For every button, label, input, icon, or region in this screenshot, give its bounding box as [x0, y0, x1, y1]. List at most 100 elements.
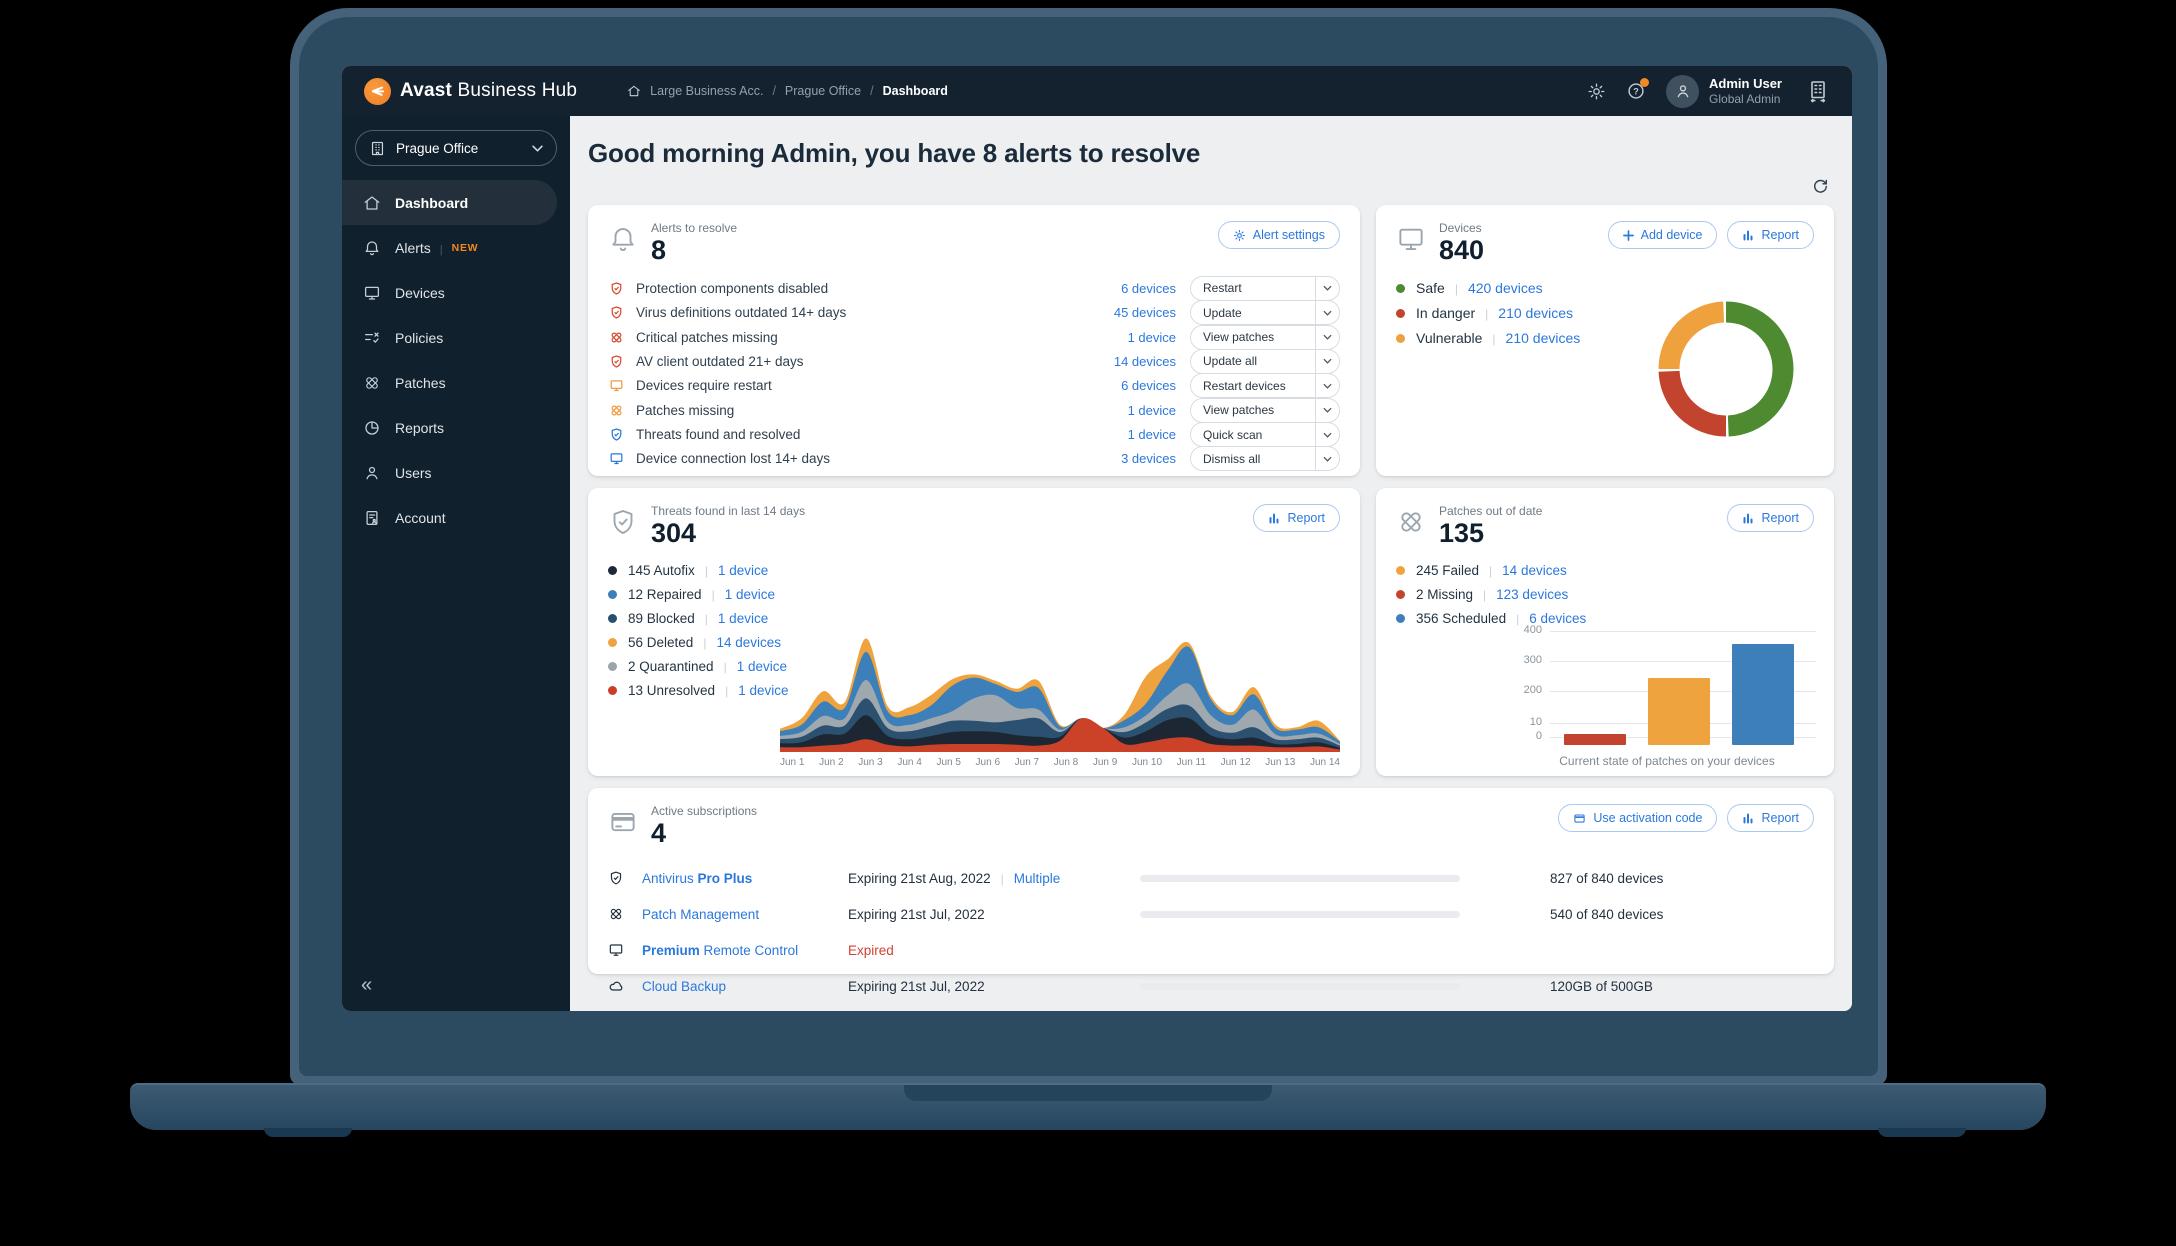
threats-report-button[interactable]: Report [1253, 504, 1340, 532]
sidebar-item-reports[interactable]: Reports [342, 405, 570, 450]
legend-dot [608, 686, 617, 696]
sidebar-item-label: Devices [395, 284, 445, 301]
alerts-label: Alerts [395, 239, 431, 256]
multiple-link[interactable]: Multiple [1013, 870, 1061, 886]
x-tick-label: Jun 1 [780, 757, 805, 768]
monitor-icon [608, 451, 625, 466]
x-tick-label: Jun 7 [1014, 757, 1040, 768]
devices-report-button[interactable]: Report [1727, 221, 1814, 249]
legend-dot [608, 662, 617, 672]
user-name: Admin User [1709, 75, 1782, 91]
button-label: Use activation code [1593, 811, 1703, 825]
legend-dot [1396, 283, 1405, 293]
breadcrumb-item[interactable]: Large Business Acc. [650, 84, 764, 98]
subscription-name[interactable]: Patch Management [642, 907, 840, 922]
alert-action-select[interactable]: Restart devices [1190, 373, 1340, 399]
legend-label: 245 Failed [1416, 563, 1480, 579]
subscription-name[interactable]: Premium Remote Control [642, 943, 840, 958]
legend-link[interactable]: 1 device [738, 683, 789, 699]
refresh-icon[interactable] [1811, 177, 1830, 196]
alert-devices-link[interactable]: 1 device [1127, 329, 1176, 345]
legend-link[interactable]: 1 device [717, 563, 769, 579]
chevron-down-icon [1315, 398, 1339, 422]
help-icon[interactable]: ? [1626, 78, 1650, 101]
company-switcher-icon[interactable] [1806, 79, 1830, 103]
alert-settings-button[interactable]: Alert settings [1217, 221, 1340, 249]
legend-link[interactable]: 1 device [736, 659, 787, 675]
home-icon[interactable] [627, 84, 641, 98]
use-activation-code-button[interactable]: Use activation code [1558, 804, 1718, 832]
alert-action-select[interactable]: Update [1190, 300, 1340, 326]
alert-devices-link[interactable]: 1 device [1127, 427, 1176, 443]
alert-devices-link[interactable]: 6 devices [1121, 378, 1176, 394]
legend-link[interactable]: 14 devices [1502, 563, 1567, 579]
subscription-expiry: Expiring 21st Jul, 2022 [848, 907, 1132, 922]
legend-link[interactable]: 14 devices [716, 635, 781, 651]
legend-link[interactable]: 123 devices [1496, 587, 1569, 603]
sidebar-item-devices[interactable]: Devices [342, 270, 570, 315]
alert-action-select[interactable]: Update all [1190, 348, 1340, 374]
alert-devices-link[interactable]: 3 devices [1121, 451, 1176, 467]
breadcrumb-item[interactable]: Prague Office [784, 84, 862, 98]
sidebar-item-patches[interactable]: Patches [342, 360, 570, 405]
alert-devices-link[interactable]: 6 devices [1121, 280, 1176, 296]
alert-action-select[interactable]: View patches [1190, 324, 1340, 350]
main-content: Good morning Admin, you have 8 alerts to… [570, 116, 1852, 1011]
x-tick-label: Jun 3 [858, 757, 883, 768]
subscriptions-report-button[interactable]: Report [1727, 804, 1814, 832]
legend-label: 56 Deleted [628, 635, 694, 651]
legend-link[interactable]: 1 device [717, 611, 769, 627]
x-tick-label: Jun 6 [975, 757, 1001, 768]
topbar: Avast Business Hub Large Business Acc. P… [342, 66, 1852, 116]
monitor-icon [1396, 224, 1426, 254]
sidebar-item-users[interactable]: Users [342, 450, 570, 495]
sidebar-item-policies[interactable]: Policies [342, 315, 570, 360]
alert-devices-link[interactable]: 1 device [1127, 402, 1176, 418]
alert-row: Device connection lost 14+ days 3 device… [608, 446, 1340, 472]
alert-action-select[interactable]: Quick scan [1190, 422, 1340, 448]
cloud-icon [608, 978, 634, 994]
legend-link[interactable]: 210 devices [1498, 305, 1574, 322]
subscription-name[interactable]: Antivirus Pro Plus [642, 871, 840, 886]
legend-link[interactable]: 420 devices [1467, 280, 1543, 297]
subscription-row: Patch Management Expiring 21st Jul, 2022… [608, 901, 1814, 927]
legend-link[interactable]: 1 device [724, 587, 775, 603]
sidebar-item-label: Account [395, 509, 446, 526]
alert-action-select[interactable]: View patches [1190, 397, 1340, 423]
x-tick-label: Jun 9 [1092, 757, 1118, 768]
patches-report-button[interactable]: Report [1727, 504, 1814, 532]
sidebar-item-dashboard[interactable]: Dashboard [342, 180, 557, 225]
user-menu[interactable]: Admin User Global Admin [1666, 74, 1782, 108]
avast-logo-icon [364, 77, 391, 105]
threats-count: 304 [651, 518, 697, 548]
alert-devices-link[interactable]: 45 devices [1113, 305, 1176, 321]
button-label: Add device [1640, 228, 1703, 242]
alert-action-select[interactable]: Dismiss all [1190, 446, 1340, 472]
sidebar-item-label: Alerts NEW [395, 240, 478, 256]
alert-devices-link[interactable]: 14 devices [1113, 353, 1176, 369]
divider [1475, 305, 1498, 321]
subscription-card-icon [608, 807, 638, 837]
add-device-button[interactable]: Add device [1607, 221, 1718, 249]
devices-donut-chart [1658, 301, 1794, 437]
button-label: Report [1761, 511, 1799, 525]
divider [1445, 280, 1468, 296]
subscription-name[interactable]: Cloud Backup [642, 979, 840, 994]
legend-link[interactable]: 6 devices [1529, 611, 1587, 627]
legend-link[interactable]: 210 devices [1505, 330, 1581, 347]
select-value: View patches [1203, 330, 1275, 345]
legend-dot [1396, 614, 1405, 624]
chevron-down-icon [1315, 301, 1339, 325]
sidebar-collapse-button[interactable]: « [361, 974, 373, 996]
alert-action-select[interactable]: Restart [1190, 275, 1340, 301]
chevron-down-icon [1315, 447, 1339, 471]
gear-icon[interactable] [1587, 82, 1606, 101]
sidebar-item-alerts[interactable]: Alerts NEW [342, 225, 570, 270]
laptop-screen: Avast Business Hub Large Business Acc. P… [342, 66, 1852, 1011]
breadcrumb-separator [772, 84, 775, 98]
document-icon [363, 509, 381, 527]
alert-row: Critical patches missing 1 device View p… [608, 324, 1340, 350]
location-selector[interactable]: Prague Office [355, 130, 557, 166]
subscription-expiry: Expiring 21st Jul, 2022 [848, 979, 1132, 994]
sidebar-item-account[interactable]: Account [342, 495, 570, 540]
